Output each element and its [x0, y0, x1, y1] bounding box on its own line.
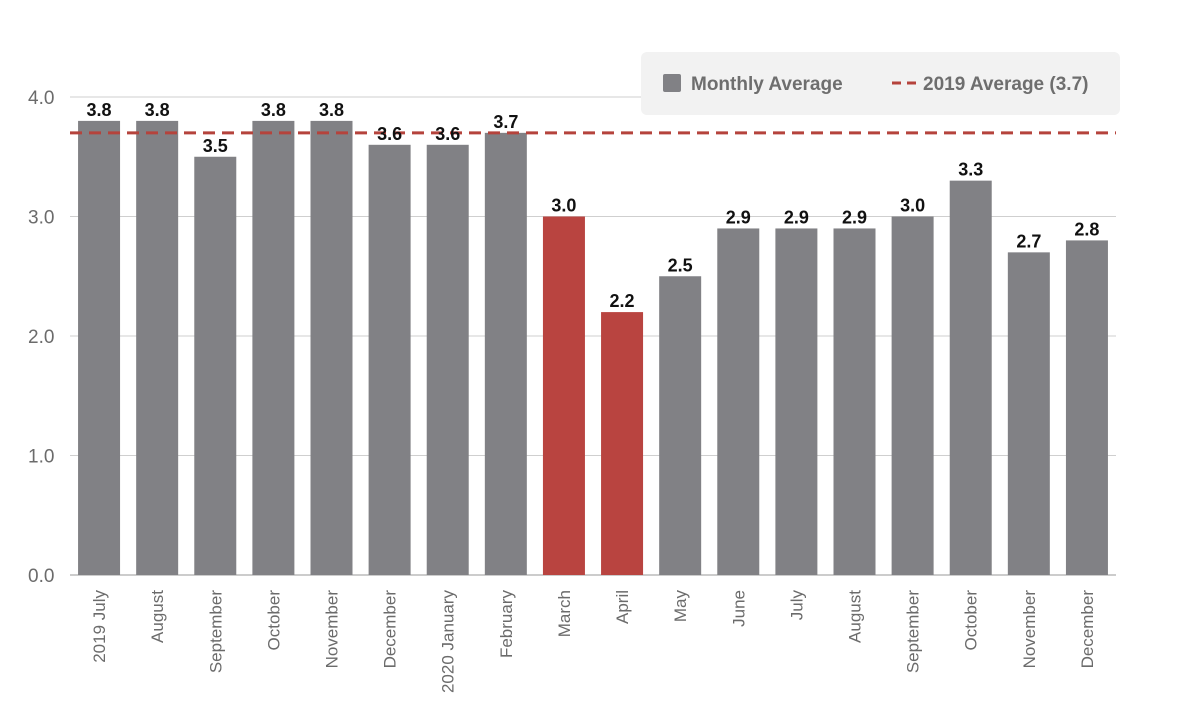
category-label: March: [555, 590, 574, 637]
category-label: August: [846, 590, 865, 643]
category-label: May: [671, 590, 690, 623]
category-label: October: [264, 590, 283, 651]
bar: [78, 120, 121, 576]
bar: [891, 216, 934, 575]
bar-value-label: 3.6: [435, 124, 460, 144]
bars: [78, 120, 1108, 576]
bar-value-label: 2.9: [726, 207, 751, 227]
category-label: June: [729, 590, 748, 627]
bar-value-label: 2.9: [784, 207, 809, 227]
bar: [659, 276, 702, 575]
bar-value-label: 3.7: [493, 112, 518, 132]
category-label: September: [904, 590, 923, 673]
legend: Monthly Average 2019 Average (3.7): [641, 52, 1120, 115]
bar-value-label: 3.6: [377, 124, 402, 144]
y-tick-label: 1.0: [28, 447, 54, 468]
bar-value-label: 2.9: [842, 207, 867, 227]
bar: [833, 228, 876, 575]
category-label: September: [206, 590, 225, 673]
bar-value-label: 3.8: [145, 100, 170, 120]
bar: [252, 120, 295, 576]
bar-value-label: 2.8: [1074, 219, 1099, 239]
category-label: December: [1078, 590, 1097, 669]
bar: [1007, 252, 1050, 575]
legend-swatch-monthly-average: [663, 74, 681, 92]
legend-background: [641, 52, 1120, 115]
y-axis-ticks: 0.0 1.0 2.0 3.0 4.0: [28, 88, 54, 587]
bar: [136, 120, 179, 576]
category-label: 2020 January: [439, 590, 458, 694]
bar: [542, 216, 585, 575]
bar-value-label: 3.5: [203, 136, 228, 156]
bar: [426, 144, 469, 576]
bar-value-label: 2.2: [610, 291, 635, 311]
category-label: November: [1020, 590, 1039, 669]
bar-value-label: 3.3: [958, 160, 983, 180]
y-tick-label: 2.0: [28, 327, 54, 348]
bar-value-label: 3.8: [261, 100, 286, 120]
legend-label-2019-average: 2019 Average (3.7): [923, 74, 1088, 95]
x-axis-category-labels: 2019 July August September October November D…: [90, 590, 1097, 694]
bar: [717, 228, 760, 575]
bar-value-label: 3.8: [319, 100, 344, 120]
bar: [194, 156, 237, 575]
y-tick-label: 4.0: [28, 88, 54, 109]
bar: [601, 312, 644, 575]
y-tick-label: 3.0: [28, 208, 54, 229]
category-label: August: [148, 590, 167, 643]
y-tick-label: 0.0: [28, 566, 54, 587]
legend-label-monthly-average: Monthly Average: [691, 74, 843, 95]
bar: [484, 132, 527, 575]
bar-value-label: 3.0: [900, 196, 925, 216]
category-label: 2019 July: [90, 590, 109, 663]
category-label: November: [323, 590, 342, 669]
bar-value-label: 2.5: [668, 255, 693, 275]
bar-value-label: 2.7: [1016, 231, 1041, 251]
bar: [310, 120, 353, 576]
bar-value-label: 3.0: [551, 196, 576, 216]
category-label: July: [787, 590, 806, 621]
data-labels: 3.8 3.8 3.5 3.8 3.8 3.6 3.6 3.7 3.0 2.2 2.5 2.9 2.9 2…: [87, 100, 1100, 311]
bar-value-label: 3.8: [87, 100, 112, 120]
bar: [1065, 240, 1108, 575]
category-label: February: [497, 590, 516, 659]
gridlines: [70, 96, 1116, 576]
bar: [949, 180, 992, 575]
bar: [368, 144, 411, 576]
category-label: December: [381, 590, 400, 669]
bar: [775, 228, 818, 575]
category-label: April: [613, 590, 632, 624]
category-label: October: [962, 590, 981, 651]
